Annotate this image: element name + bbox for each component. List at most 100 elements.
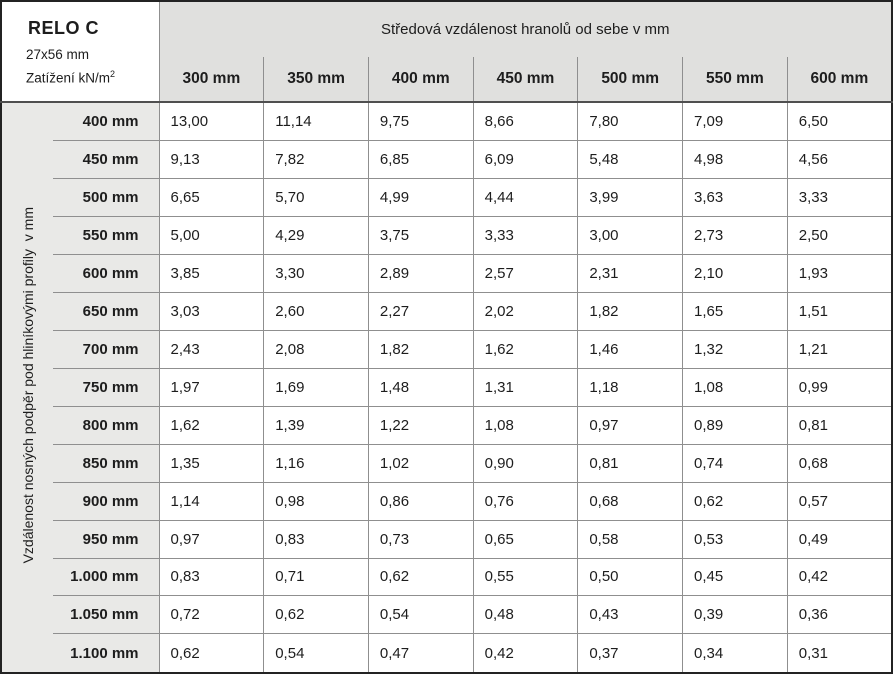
data-cell: 0,83 [158,557,265,597]
data-cell: 2,89 [367,254,474,294]
data-cell: 5,48 [577,140,684,180]
data-cell: 6,50 [786,101,893,142]
data-cell: 0,50 [577,557,684,597]
table-row: 650 mm 3,03 2,60 2,27 2,02 1,82 1,65 1,51 [1,292,893,331]
data-cell: 7,80 [577,101,684,142]
table-row: 750 mm 1,97 1,69 1,48 1,31 1,18 1,08 0,99 [1,367,893,407]
data-cell: 3,30 [263,254,369,294]
data-cell: 0,62 [158,633,265,674]
data-cell: 0,42 [472,633,579,674]
data-cell: 1,16 [263,443,369,483]
table-row: 600 mm 3,85 3,30 2,89 2,57 2,31 2,10 1,93 [1,254,893,294]
load-unit-exponent: 2 [110,68,116,79]
table-row: 950 mm 0,97 0,83 0,73 0,65 0,58 0,53 0,49 [1,519,893,559]
data-cell: 0,36 [786,595,893,635]
data-cell: 2,10 [682,254,788,294]
row-label: 650 mm [53,292,160,331]
data-cell: 0,47 [367,633,474,674]
column-header: 600 mm [786,57,892,103]
column-header: 450 mm [472,57,578,103]
data-cell: 1,48 [367,367,474,407]
row-label: 800 mm [53,405,160,445]
data-cell: 2,27 [367,292,474,331]
data-cell: 0,81 [577,443,684,483]
data-cell: 4,98 [682,140,788,180]
data-cell: 4,99 [367,178,474,218]
column-group-header: Středová vzdálenost hranolů od sebe v mm [159,1,892,57]
data-cell: 1,82 [577,292,684,331]
data-cell: 0,81 [786,405,893,445]
data-cell: 7,82 [263,140,369,180]
data-cell: 6,65 [158,178,265,218]
row-label: 1.100 mm [53,633,160,673]
column-header: 300 mm [158,57,264,103]
data-cell: 0,89 [682,405,788,445]
row-label: 700 mm [53,329,160,369]
table-row: 1.050 mm 0,72 0,62 0,54 0,48 0,43 0,39 0,36 [1,595,893,635]
row-label: 500 mm [53,178,160,217]
data-cell: 1,14 [158,481,265,521]
row-label: 750 mm [53,367,160,407]
row-label: 600 mm [53,254,160,293]
data-cell: 2,60 [263,292,369,331]
data-cell: 0,72 [158,595,265,635]
data-cell: 5,00 [158,216,265,256]
data-cell: 2,73 [682,216,788,256]
data-cell: 1,08 [682,367,788,407]
table-row: 800 mm 1,62 1,39 1,22 1,08 0,97 0,89 0,81 [1,405,893,445]
data-cell: 0,83 [263,519,369,559]
data-cell: 2,02 [472,292,579,331]
data-cell: 2,57 [472,254,579,294]
data-cell: 2,50 [786,216,893,256]
data-cell: 3,03 [158,292,265,331]
row-axis-label: Vzdálenost nosných podpěr pod hliníkovým… [19,206,36,564]
data-cell: 0,31 [786,633,893,674]
data-cell: 0,71 [263,557,369,597]
data-cell: 1,62 [158,405,265,445]
data-cell: 0,73 [367,519,474,559]
data-cell: 3,33 [786,178,893,218]
data-cell: 3,75 [367,216,474,256]
data-cell: 1,22 [367,405,474,445]
data-cell: 0,68 [577,481,684,521]
data-cell: 9,13 [158,140,265,180]
product-dimensions: 27x56 mm [26,46,90,62]
data-cell: 8,66 [472,101,579,142]
data-cell: 1,08 [472,405,579,445]
data-cell: 9,75 [367,101,474,142]
data-cell: 3,99 [577,178,684,218]
data-cell: 11,14 [263,101,369,142]
row-label: 1.000 mm [53,557,160,596]
row-label: 1.050 mm [53,595,160,634]
data-cell: 0,62 [367,557,474,597]
data-cell: 1,69 [263,367,369,407]
data-cell: 1,02 [367,443,474,483]
data-cell: 1,46 [577,329,684,369]
data-cell: 0,62 [263,595,369,635]
row-label: 450 mm [53,140,160,179]
data-cell: 1,97 [158,367,265,407]
row-label: 950 mm [53,519,160,559]
data-cell: 0,65 [472,519,579,559]
data-cell: 3,33 [472,216,579,256]
data-cell: 0,86 [367,481,474,521]
column-header-row: 300 mm 350 mm 400 mm 450 mm 500 mm 550 mm 600 … [1,57,892,103]
data-cell: 5,70 [263,178,369,218]
row-label: 550 mm [53,216,160,255]
table-header: RELO C 27x56 mm Zatížení kN/m2 Středová … [1,1,892,103]
data-cell: 2,31 [577,254,684,294]
data-cell: 0,74 [682,443,788,483]
table-row: 1.100 mm 0,62 0,54 0,47 0,42 0,37 0,34 0,31 [1,633,893,674]
data-cell: 0,99 [786,367,893,407]
table-body: Vzdálenost nosných podpěr pod hliníkovým… [1,101,893,674]
data-cell: 3,63 [682,178,788,218]
data-cell: 0,34 [682,633,788,674]
table-row: 500 mm 6,65 5,70 4,99 4,44 3,99 3,63 3,33 [1,178,893,218]
data-cell: 0,54 [263,633,369,674]
data-cell: 1,32 [682,329,788,369]
data-cell: 0,57 [786,481,893,521]
data-cell: 1,82 [367,329,474,369]
table-row: 450 mm 9,13 7,82 6,85 6,09 5,48 4,98 4,56 [1,140,893,180]
load-unit-label: Zatížení kN/m2 [26,69,153,86]
